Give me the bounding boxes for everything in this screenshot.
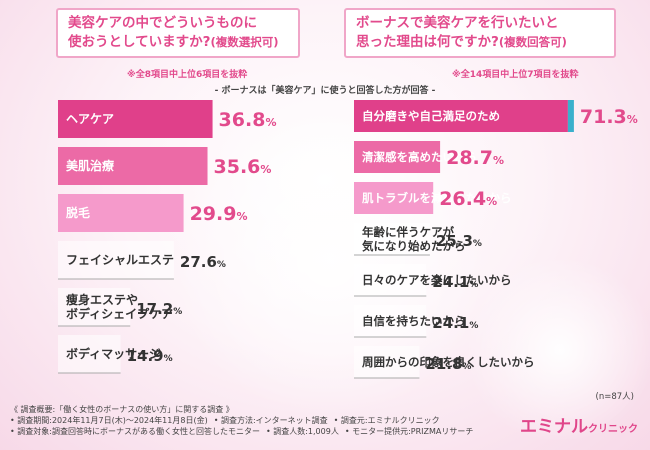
bar-bg	[58, 241, 174, 279]
category-label: ボディシェイプケア	[66, 306, 173, 321]
left-note: ※全8項目中上位6項目を抜粋	[127, 70, 248, 80]
bar	[354, 141, 441, 173]
left-chart: ヘアケア 36.8% 美肌治療 35.6% 脱毛 29.9% フェイシャルエステ 27.6% 痩…	[58, 100, 308, 380]
bar	[58, 194, 184, 232]
value-label: 29.9%	[190, 203, 248, 225]
right-question-box: ボーナスで美容ケアを行いたいと 思った理由は何ですか?(複数回答可)	[344, 8, 616, 58]
left-question-qualifier: (複数選択可)	[210, 35, 279, 49]
bar-bg	[354, 346, 420, 378]
right-chart: 自分磨きや自己満足のため 71.3% 清潔感を高めたいから 28.7% 肌トラブルを減ら…	[354, 100, 644, 380]
value-label: 25.3%	[436, 232, 482, 250]
bar-bg	[58, 335, 121, 373]
category-label: ヘアケア	[66, 112, 114, 126]
left-question-box: 美容ケアの中でどういうものに 使おうとしていますか?(複数選択可)	[56, 8, 300, 58]
category-label: 年齢に伴うケアが	[362, 225, 454, 239]
right-question-line1: ボーナスで美容ケアを行いたいと	[356, 15, 559, 31]
category-label: 日々のケアを楽にしたいから	[362, 273, 512, 287]
category-label: 気になり始めたから	[362, 239, 466, 253]
value-label: 36.8%	[219, 109, 277, 131]
category-label: 美肌治療	[66, 158, 114, 173]
left-question-line1: 美容ケアの中でどういうものに	[68, 15, 257, 31]
value-label: 24.1%	[432, 314, 478, 332]
footer-period: • 調査期間:2024年11月7日(木)〜2024年11月8日(金)	[10, 416, 208, 425]
survey-footer: 《 調査概要:「働く女性のボーナスの使い方」に関する調査 》 • 調査期間:20…	[10, 404, 479, 437]
logo-main: エミナル	[520, 417, 588, 437]
value-label: 21.8%	[425, 355, 471, 373]
category-label: 自分磨きや自己満足のため	[362, 109, 500, 123]
logo-sub: クリニック	[588, 424, 638, 435]
bar	[58, 147, 208, 185]
bar-bg	[354, 223, 430, 255]
bar	[58, 100, 213, 138]
value-label: 27.6%	[180, 253, 226, 271]
right-question-line2: 思った理由は何ですか?	[356, 34, 499, 50]
bar-bg	[354, 264, 427, 296]
left-bar-chart: ヘアケア 36.8% 美肌治療 35.6% 脱毛 29.9% フェイシャルエステ 27.6% 痩…	[58, 100, 277, 374]
bar	[354, 100, 568, 132]
footer-count: • 調査人数:1,009人	[265, 427, 339, 436]
footer-source: • 調査元:エミナルクリニック	[333, 416, 440, 425]
category-label: 痩身エステや	[66, 292, 138, 307]
value-label: 28.7%	[446, 147, 504, 169]
category-label: 周囲からの印象を良くしたいから	[362, 355, 535, 369]
bar-accent	[567, 100, 574, 132]
value-label: 17.2%	[136, 300, 182, 318]
category-label: 脱毛	[66, 205, 90, 220]
value-label: 14.9%	[127, 347, 173, 365]
category-label: ボディマッサージ	[66, 346, 161, 361]
bar-bg	[58, 288, 131, 326]
category-label: フェイシャルエステ	[66, 253, 174, 267]
value-label: 24.1%	[432, 273, 478, 291]
value-label: 26.4%	[439, 188, 497, 210]
right-note: ※全14項目中上位7項目を抜粋	[452, 70, 579, 80]
value-label: 35.6%	[214, 156, 272, 178]
bar	[354, 182, 434, 214]
left-question-line2: 使おうとしていますか?	[68, 34, 211, 50]
value-label: 71.3%	[580, 106, 638, 128]
category-label: 肌トラブルを減らしたいから	[362, 191, 512, 205]
right-question-qualifier: (複数回答可)	[498, 35, 567, 49]
footer-method: • 調査方法:インターネット調査	[213, 416, 328, 425]
footer-provider: • モニター提供元:PRIZMAリサーチ	[344, 427, 474, 436]
category-label: 自信を持ちたいから	[362, 314, 466, 328]
bar-bg	[354, 305, 427, 337]
sample-size: (n=87人)	[595, 392, 634, 402]
respondent-note: - ボーナスは「美容ケア」に使うと回答した方が回答 -	[214, 86, 436, 96]
category-label: 清潔感を高めたいから	[362, 150, 477, 164]
footer-target: • 調査対象:調査回答時にボーナスがある働く女性と回答したモニター	[10, 427, 260, 436]
clinic-logo: エミナルクリニック	[520, 412, 638, 437]
footer-title: 《 調査概要:「働く女性のボーナスの使い方」に関する調査 》	[10, 405, 234, 414]
